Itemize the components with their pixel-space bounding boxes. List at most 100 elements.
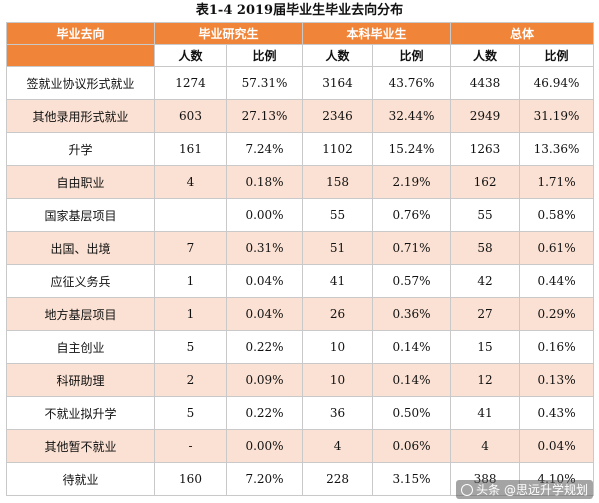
table-row: 科研助理 2 0.09% 10 0.14% 12 0.13% (6, 363, 595, 397)
table-title: 表1-4 2019届毕业生毕业去向分布 (195, 3, 404, 18)
count-cell: 1 (154, 264, 227, 298)
ratio-cell: 3.15% (372, 462, 452, 496)
header-destination: 毕业去向 (6, 22, 155, 45)
ratio-cell: 0.14% (372, 363, 452, 397)
row-label: 待就业 (6, 462, 155, 496)
ratio-cell: 0.44% (519, 264, 595, 298)
ratio-cell: 1.71% (519, 165, 595, 199)
count-cell: 5 (154, 396, 227, 430)
ratio-cell: 0.14% (372, 330, 452, 364)
header-group-total: 总体 (450, 22, 595, 45)
count-cell: 1102 (302, 132, 374, 166)
count-cell: 603 (154, 99, 227, 133)
header-count: 人数 (302, 44, 374, 67)
count-cell: 51 (302, 231, 374, 265)
table-row: 自由职业 4 0.18% 158 2.19% 162 1.71% (6, 165, 595, 199)
ratio-cell: 43.76% (372, 66, 452, 100)
row-label: 其他暂不就业 (6, 429, 155, 463)
row-label: 出国、出境 (6, 231, 155, 265)
count-cell: 2346 (302, 99, 374, 133)
row-label: 科研助理 (6, 363, 155, 397)
ratio-cell: 0.36% (372, 297, 452, 331)
watermark: 头条 @思远升学规划 (456, 480, 593, 499)
row-label: 自主创业 (6, 330, 155, 364)
ratio-cell: 0.04% (225, 264, 304, 298)
header-ratio: 比例 (372, 44, 452, 67)
count-cell: 158 (302, 165, 374, 199)
ratio-cell: 0.22% (225, 330, 304, 364)
count-cell: 42 (450, 264, 521, 298)
count-cell: 2 (154, 363, 227, 397)
table-row: 自主创业 5 0.22% 10 0.14% 15 0.16% (6, 330, 595, 364)
row-label: 自由职业 (6, 165, 155, 199)
ratio-cell: 0.31% (225, 231, 304, 265)
ratio-cell: 27.13% (225, 99, 304, 133)
ratio-cell: 46.94% (519, 66, 595, 100)
row-label: 不就业拟升学 (6, 396, 155, 430)
count-cell: 4 (450, 429, 521, 463)
count-cell: 58 (450, 231, 521, 265)
ratio-cell: 15.24% (372, 132, 452, 166)
table-body: 签就业协议形式就业 1274 57.31% 3164 43.76% 4438 46.94% 其… (6, 66, 595, 496)
count-cell: 2949 (450, 99, 521, 133)
header-corner (6, 44, 155, 67)
ratio-cell: 0.58% (519, 198, 595, 232)
header-count: 人数 (450, 44, 521, 67)
count-cell: 41 (302, 264, 374, 298)
count-cell: 15 (450, 330, 521, 364)
watermark-icon (461, 483, 474, 496)
count-cell: 160 (154, 462, 227, 496)
table-row: 地方基层项目 1 0.04% 26 0.36% 27 0.29% (6, 297, 595, 331)
row-label: 地方基层项目 (6, 297, 155, 331)
count-cell: 5 (154, 330, 227, 364)
ratio-cell: 0.71% (372, 231, 452, 265)
ratio-cell: 0.29% (519, 297, 595, 331)
ratio-cell: 0.61% (519, 231, 595, 265)
ratio-cell: 0.76% (372, 198, 452, 232)
count-cell: 1263 (450, 132, 521, 166)
ratio-cell: 0.18% (225, 165, 304, 199)
table-row: 其他录用形式就业 603 27.13% 2346 32.44% 2949 31.19% (6, 99, 595, 133)
count-cell: 1 (154, 297, 227, 331)
ratio-cell: 0.22% (225, 396, 304, 430)
table-row: 升学 161 7.24% 1102 15.24% 1263 13.36% (6, 132, 595, 166)
ratio-cell: 0.04% (519, 429, 595, 463)
count-cell: 10 (302, 363, 374, 397)
row-label: 签就业协议形式就业 (6, 66, 155, 100)
ratio-cell: 0.43% (519, 396, 595, 430)
table-row: 不就业拟升学 5 0.22% 36 0.50% 41 0.43% (6, 396, 595, 430)
count-cell: 41 (450, 396, 521, 430)
count-cell: 10 (302, 330, 374, 364)
count-cell: 7 (154, 231, 227, 265)
count-cell: 3164 (302, 66, 374, 100)
ratio-cell: 0.57% (372, 264, 452, 298)
count-cell: 12 (450, 363, 521, 397)
count-cell (154, 198, 227, 232)
watermark-text: 头条 @思远升学规划 (476, 483, 588, 497)
ratio-cell: 57.31% (225, 66, 304, 100)
row-label: 升学 (6, 132, 155, 166)
header-ratio: 比例 (519, 44, 595, 67)
count-cell: 4438 (450, 66, 521, 100)
ratio-cell: 0.13% (519, 363, 595, 397)
count-cell: 55 (450, 198, 521, 232)
count-cell: 55 (302, 198, 374, 232)
ratio-cell: 0.00% (225, 429, 304, 463)
table-row: 签就业协议形式就业 1274 57.31% 3164 43.76% 4438 46.94% (6, 66, 595, 100)
count-cell: - (154, 429, 227, 463)
table-row: 应征义务兵 1 0.04% 41 0.57% 42 0.44% (6, 264, 595, 298)
row-label: 应征义务兵 (6, 264, 155, 298)
ratio-cell: 0.16% (519, 330, 595, 364)
header-count: 人数 (154, 44, 227, 67)
count-cell: 4 (154, 165, 227, 199)
ratio-cell: 7.24% (225, 132, 304, 166)
ratio-cell: 0.50% (372, 396, 452, 430)
ratio-cell: 13.36% (519, 132, 595, 166)
ratio-cell: 0.09% (225, 363, 304, 397)
table-row: 国家基层项目 0.00% 55 0.76% 55 0.58% (6, 198, 595, 232)
count-cell: 4 (302, 429, 374, 463)
count-cell: 36 (302, 396, 374, 430)
destination-table: 毕业去向 毕业研究生 本科毕业生 总体 人数 比例 人数 比例 人数 比例 签就… (6, 22, 595, 496)
header-group-undergraduate: 本科毕业生 (302, 22, 452, 45)
table-row: 其他暂不就业 -0.00% 4 0.06% 4 0.04% (6, 429, 595, 463)
